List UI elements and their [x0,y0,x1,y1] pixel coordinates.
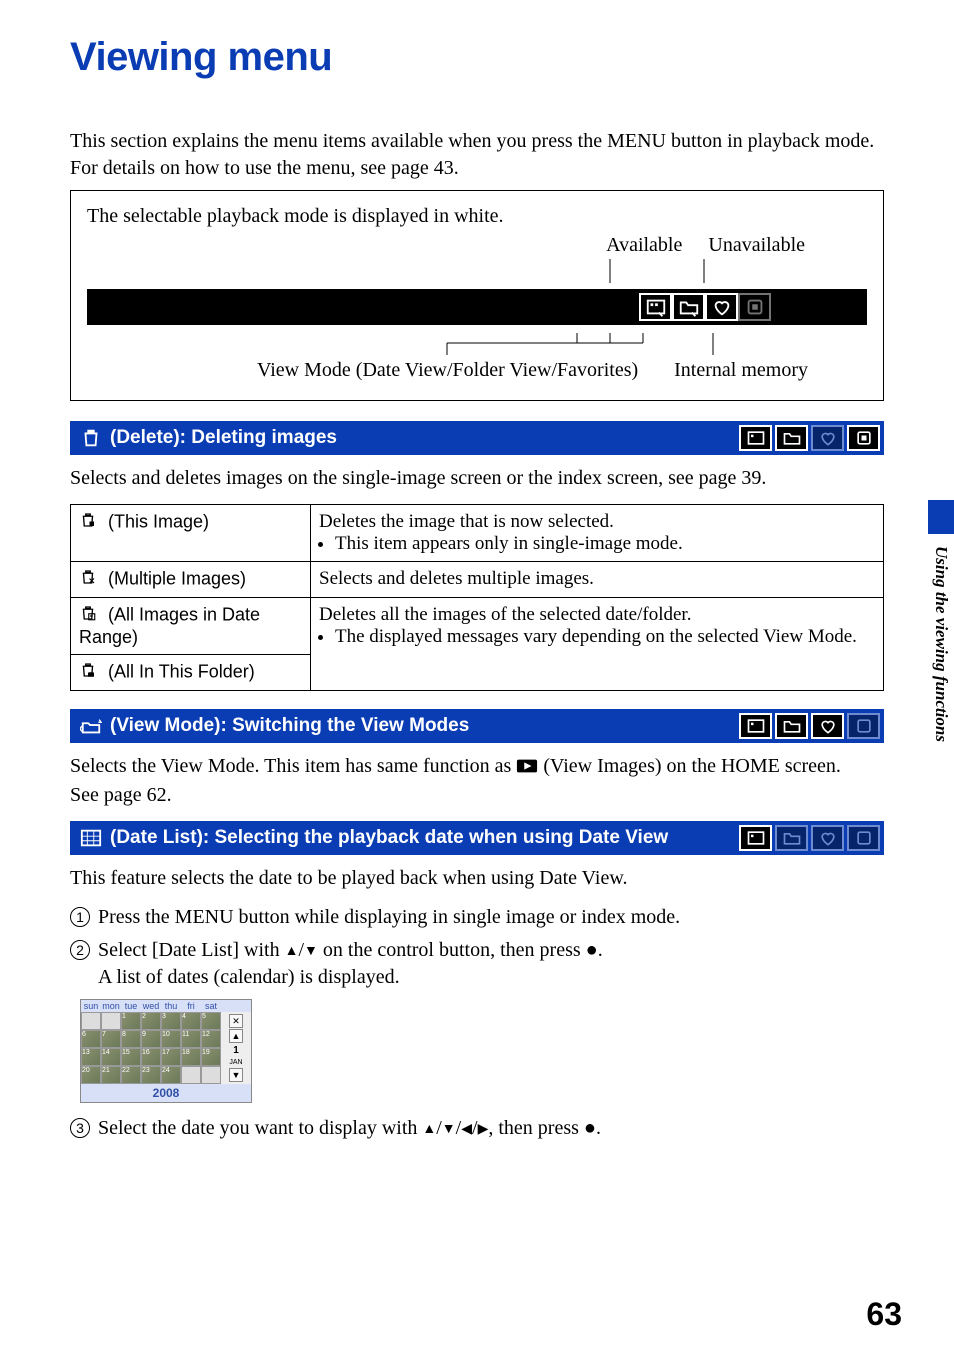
table-row: (Multiple Images) Selects and deletes mu… [71,562,884,598]
row-desc: Deletes all the images of the selected d… [319,604,875,626]
page-title: Viewing menu [70,35,884,80]
date-view-icon [739,713,772,739]
section-viewmode-title: (View Mode): Switching the View Modes [110,715,469,737]
date-view-icon [639,293,672,321]
legend-viewmode: View Mode (Date View/Folder View/Favorit… [257,359,638,382]
box-line1: The selectable playback mode is displaye… [87,205,867,228]
right-triangle-icon: ▶ [478,1122,489,1137]
left-triangle-icon: ◀ [461,1122,472,1137]
mode-icons-group [639,293,771,321]
delete-options-table: (This Image) Deletes the image that is n… [70,504,884,691]
step-3: 3 Select the date you want to display wi… [70,1115,884,1142]
trash-variant-icon [79,570,97,590]
cal-day: sun [81,1000,101,1012]
center-dot-icon: ● [586,939,598,961]
favorites-icon [811,825,844,851]
chapter-tab: Using the viewing functions [928,500,954,800]
legend-intmem: Internal memory [674,359,808,382]
internal-memory-icon [847,713,880,739]
chapter-tab-label: Using the viewing functions [928,534,951,742]
cal-day: sat [201,1000,221,1012]
intro-text: This section explains the menu items ava… [70,128,884,182]
step2b: on the control button, then press [318,939,586,961]
cal-day: fri [181,1000,201,1012]
cal-month-sub: JAN [229,1059,242,1066]
date-view-icon [739,825,772,851]
row-name: (All Images in Date Range) [79,604,260,647]
folder-view-icon [775,425,808,451]
table-row: (All Images in Date Range) Deletes all t… [71,598,884,655]
step2-line2: A list of dates (calendar) is displayed. [98,966,400,988]
step3b: , then press [488,1117,584,1139]
table-row: (This Image) Deletes the image that is n… [71,505,884,562]
folder-view-icon [775,825,808,851]
favorites-icon [811,713,844,739]
step-number-icon: 2 [70,940,90,960]
row-desc: Deletes the image that is now selected. [319,511,875,533]
favorites-icon [705,293,738,321]
internal-memory-icon [738,293,771,321]
trash-variant-icon [79,513,97,533]
row-bullet: The displayed messages vary depending on… [335,626,875,648]
center-dot-icon: ● [584,1117,596,1139]
trash-icon [80,427,102,449]
row-name: (All In This Folder) [103,661,255,681]
play-icon [516,755,538,777]
connector-lines-bottom [87,333,847,355]
step-number-icon: 3 [70,1118,90,1138]
label-available: Available [606,234,682,257]
section-datelist-header: (Date List): Selecting the playback date… [70,821,884,855]
cal-day: tue [121,1000,141,1012]
cal-down-button[interactable]: ▼ [229,1068,243,1082]
mode-legend-box: The selectable playback mode is displaye… [70,190,884,401]
viewmode-see: See page 62. [70,782,884,809]
row-name: (This Image) [103,511,209,531]
connector-lines-top [87,259,847,283]
internal-memory-icon [847,425,880,451]
up-triangle-icon: ▲ [422,1122,436,1137]
cal-year: 2008 [81,1084,251,1102]
cal-month: 1 [233,1045,239,1056]
down-triangle-icon: ▼ [304,944,318,959]
cal-day: mon [101,1000,121,1012]
cal-up-button[interactable]: ▲ [229,1029,243,1043]
viewmode-p1: Selects the View Mode. This item has sam… [70,753,884,780]
mode-black-bar [87,289,867,325]
step-1: 1 Press the MENU button while displaying… [70,904,884,931]
label-unavailable: Unavailable [708,234,805,257]
step2a: Select [Date List] with [98,939,285,961]
step3a: Select the date you want to display with [98,1117,422,1139]
section-delete-title: (Delete): Deleting images [110,427,337,449]
calendar-grid-icon [80,827,102,849]
viewmode-icon [80,715,102,737]
row-name: (Multiple Images) [103,568,246,588]
favorites-icon [811,425,844,451]
viewmode-p1b: (View Images) on the HOME screen. [543,755,841,777]
trash-variant-icon [79,663,97,683]
trash-variant-icon [79,606,97,626]
cal-close-button[interactable]: ✕ [229,1014,243,1028]
section-delete-header: (Delete): Deleting images [70,421,884,455]
up-triangle-icon: ▲ [285,944,299,959]
down-triangle-icon: ▼ [442,1122,456,1137]
folder-view-icon [672,293,705,321]
folder-view-icon [775,713,808,739]
internal-memory-icon [847,825,880,851]
datelist-intro: This feature selects the date to be play… [70,865,884,892]
viewmode-p1a: Selects the View Mode. This item has sam… [70,755,516,777]
page-number: 63 [866,1296,902,1333]
cal-day: wed [141,1000,161,1012]
section-viewmode-header: (View Mode): Switching the View Modes [70,709,884,743]
section-datelist-title: (Date List): Selecting the playback date… [110,827,668,849]
step-number-icon: 1 [70,907,90,927]
step1-text: Press the MENU button while displaying i… [98,904,884,931]
row-bullet: This item appears only in single-image m… [335,533,875,555]
delete-intro: Selects and deletes images on the single… [70,465,884,492]
calendar-figure: sun mon tue wed thu fri sat 12345 ✕ ▲ 1J… [80,999,252,1103]
step-2: 2 Select [Date List] with ▲/▼ on the con… [70,937,884,991]
date-view-icon [739,425,772,451]
row-desc: Selects and deletes multiple images. [311,562,884,598]
cal-day: thu [161,1000,181,1012]
